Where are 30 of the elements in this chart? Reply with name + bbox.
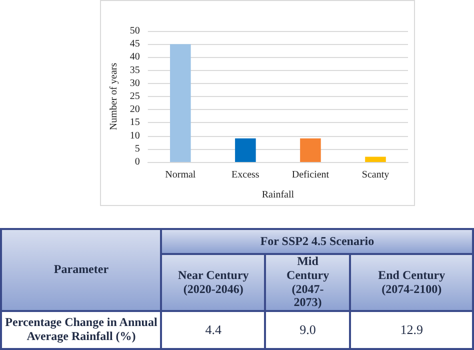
y-axis-title: Number of years [108, 62, 120, 130]
bar [170, 44, 191, 162]
y-tick-label: 5 [134, 143, 140, 154]
y-tick-label: 45 [130, 38, 140, 50]
text: 9.0 [265, 311, 350, 349]
y-tick-label: 0 [134, 156, 140, 168]
y-tick-label: 40 [130, 52, 140, 63]
y-tick-label: 15 [130, 117, 140, 128]
x-tick-label: Excess [232, 170, 260, 180]
y-tick-label: 25 [130, 91, 140, 102]
text: Near Century (2020-2046) [161, 254, 266, 312]
y-tick-label: 35 [130, 64, 140, 76]
bar [300, 138, 321, 162]
y-tick-label: 30 [130, 78, 140, 89]
y-tick-label: 10 [130, 130, 140, 142]
text: For SSP2 4.5 Scenario [161, 229, 473, 254]
text: 4.4 [161, 311, 266, 349]
x-axis-title: Rainfall [262, 190, 294, 200]
bar [365, 156, 386, 162]
y-tick-label: 50 [130, 26, 140, 36]
bar [235, 138, 256, 162]
text: 12.9 [350, 311, 473, 349]
x-tick-label: Deficient [292, 170, 330, 180]
x-tick-label: Normal [165, 170, 196, 180]
y-tick-label: 20 [130, 104, 140, 116]
text: End Century (2074-2100) [350, 254, 473, 312]
x-tick-label: Scanty [362, 170, 390, 180]
text: Percentage Change in Annual Average Rainfall (%) [1, 311, 162, 349]
text: Mid Century (2047-2073) [265, 254, 350, 312]
text: Parameter [1, 229, 162, 312]
